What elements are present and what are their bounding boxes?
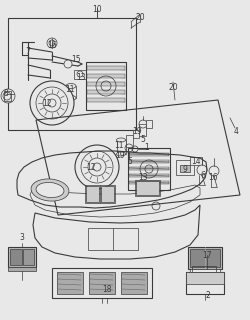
- Bar: [85, 185, 115, 203]
- Text: 19: 19: [132, 126, 142, 135]
- Bar: [129, 174, 169, 177]
- Bar: [101, 186, 114, 202]
- Ellipse shape: [66, 95, 76, 100]
- Bar: [57, 272, 83, 294]
- Bar: [188, 247, 222, 269]
- Text: 2: 2: [206, 292, 210, 300]
- Circle shape: [64, 60, 72, 68]
- Ellipse shape: [36, 182, 64, 197]
- Bar: [190, 269, 220, 272]
- Bar: [23, 249, 34, 265]
- Bar: [8, 247, 36, 267]
- Text: 10: 10: [92, 5, 102, 14]
- Bar: [129, 167, 169, 170]
- Text: 13: 13: [138, 173, 148, 182]
- Text: 20: 20: [168, 83, 178, 92]
- Text: 18: 18: [102, 284, 112, 293]
- Bar: [87, 82, 125, 86]
- Text: 5: 5: [128, 157, 132, 166]
- Circle shape: [30, 81, 74, 125]
- Text: 15: 15: [71, 55, 81, 65]
- Bar: [10, 249, 22, 265]
- Bar: [186, 272, 224, 294]
- Bar: [117, 140, 126, 154]
- Bar: [146, 120, 152, 128]
- Text: 12: 12: [42, 99, 52, 108]
- Text: 1: 1: [144, 143, 150, 153]
- Text: 4: 4: [234, 127, 238, 137]
- Bar: [129, 160, 169, 163]
- Circle shape: [209, 166, 219, 176]
- Bar: [52, 268, 152, 298]
- Text: 3: 3: [20, 233, 24, 242]
- Ellipse shape: [31, 179, 69, 201]
- Bar: [66, 86, 76, 98]
- Bar: [86, 62, 126, 110]
- Circle shape: [1, 89, 15, 103]
- Text: 9: 9: [182, 165, 188, 174]
- Text: 16: 16: [47, 41, 57, 50]
- Bar: [88, 228, 138, 250]
- Text: 7: 7: [26, 46, 30, 55]
- Text: 11: 11: [65, 85, 75, 94]
- Bar: [133, 130, 139, 138]
- Text: 13: 13: [76, 73, 86, 82]
- Bar: [126, 135, 133, 147]
- Bar: [129, 153, 169, 156]
- Text: 6: 6: [200, 171, 205, 180]
- Bar: [180, 165, 190, 172]
- Bar: [74, 70, 86, 79]
- Bar: [121, 272, 147, 294]
- Bar: [135, 180, 160, 196]
- Text: 17: 17: [202, 251, 212, 260]
- Bar: [186, 272, 224, 284]
- Text: 11: 11: [114, 140, 124, 149]
- Bar: [86, 186, 99, 202]
- Bar: [87, 90, 125, 94]
- Bar: [190, 157, 202, 165]
- Ellipse shape: [116, 138, 126, 142]
- Circle shape: [75, 145, 119, 189]
- Bar: [139, 124, 146, 136]
- Bar: [190, 249, 220, 267]
- Bar: [89, 272, 115, 294]
- Bar: [8, 18, 136, 130]
- Text: 20: 20: [135, 13, 145, 22]
- Bar: [192, 266, 216, 272]
- Text: 8: 8: [4, 90, 8, 99]
- Bar: [8, 267, 36, 271]
- Ellipse shape: [66, 84, 76, 89]
- Circle shape: [47, 38, 57, 48]
- Bar: [87, 98, 125, 102]
- Text: 19: 19: [115, 150, 125, 159]
- Text: 14: 14: [191, 157, 201, 166]
- Bar: [4, 91, 11, 101]
- Bar: [129, 181, 169, 184]
- Bar: [128, 148, 170, 190]
- Bar: [136, 181, 159, 195]
- Text: 5: 5: [140, 134, 145, 143]
- Bar: [176, 160, 194, 175]
- Bar: [87, 74, 125, 78]
- Circle shape: [197, 165, 207, 175]
- Ellipse shape: [116, 152, 126, 156]
- Bar: [87, 66, 125, 70]
- Text: 16: 16: [208, 173, 218, 182]
- Text: 12: 12: [86, 164, 96, 172]
